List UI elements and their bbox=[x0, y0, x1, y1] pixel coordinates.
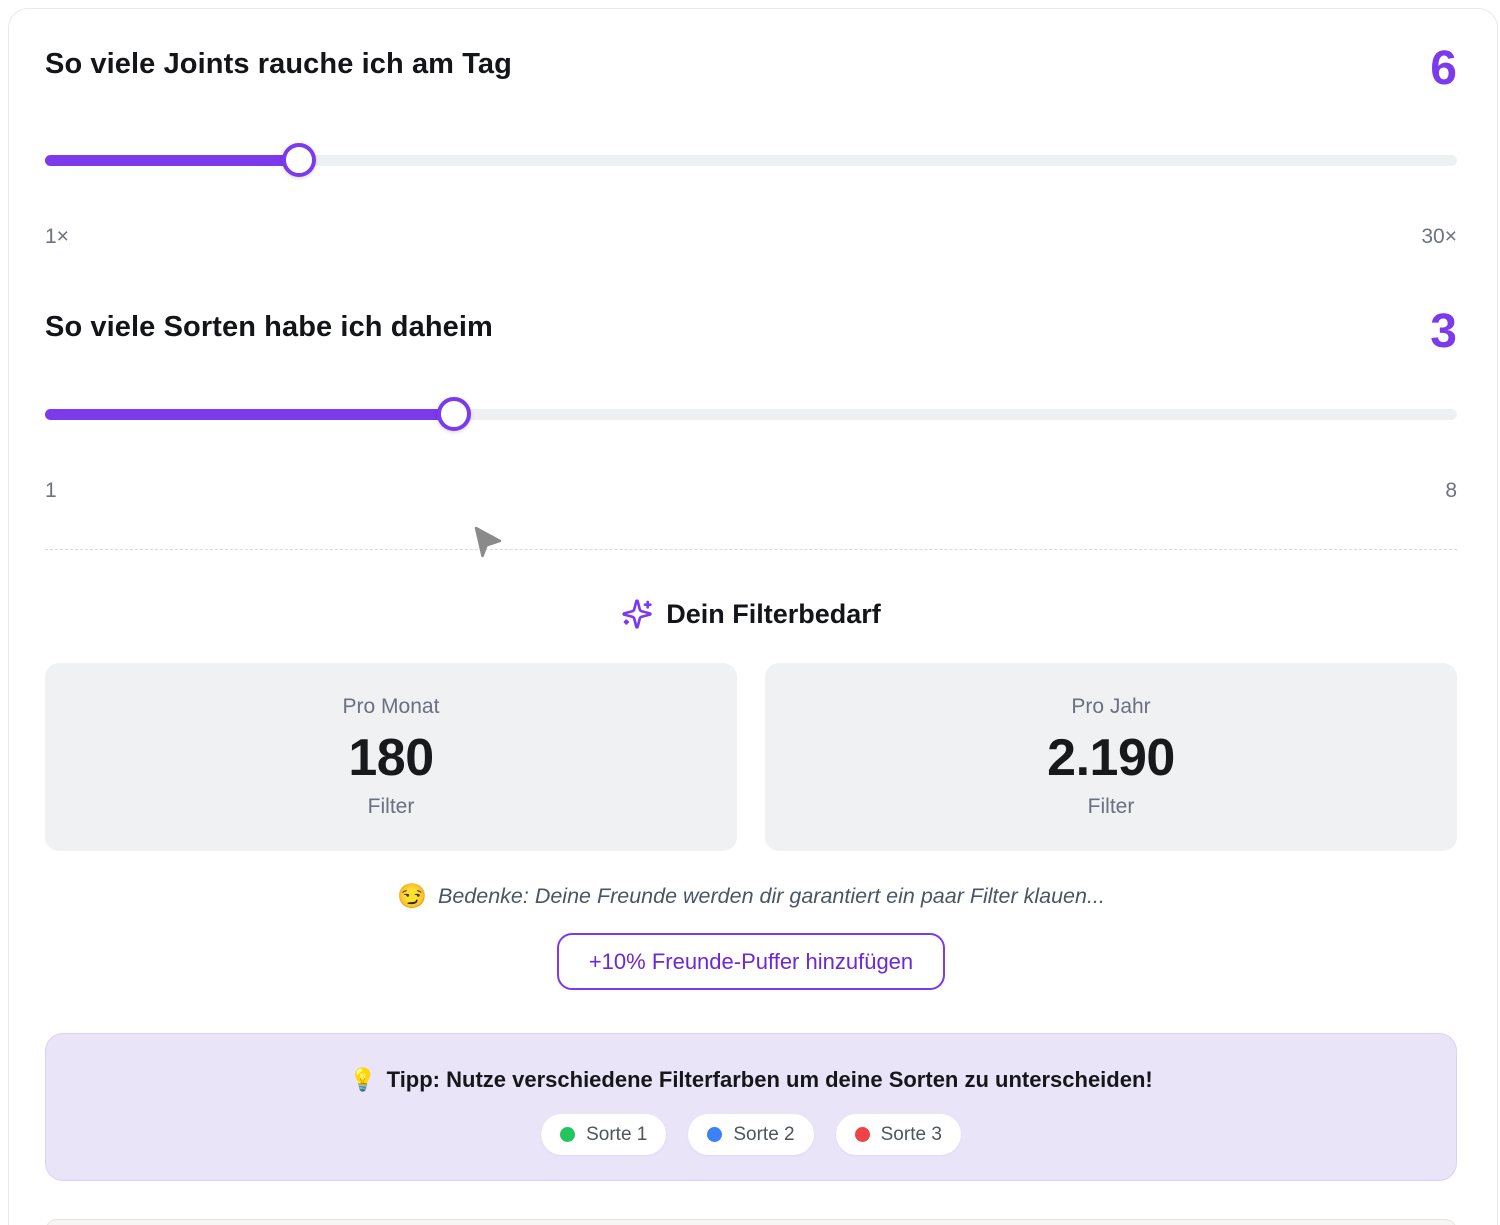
sorten-slider-thumb[interactable] bbox=[437, 397, 472, 431]
friends-note-text: Bedenke: Deine Freunde werden dir garant… bbox=[438, 883, 1105, 908]
sorten-slider-track[interactable] bbox=[45, 408, 1457, 420]
tip-title-text: Tipp: Nutze verschiedene Filterfarben um… bbox=[386, 1067, 1153, 1092]
sort-pill-3: Sorte 3 bbox=[835, 1114, 961, 1155]
joints-max-label: 30× bbox=[1421, 225, 1457, 248]
stat-card-month: Pro Monat 180 Filter bbox=[45, 663, 737, 851]
add-friends-buffer-button[interactable]: +10% Freunde-Puffer hinzufügen bbox=[556, 933, 946, 990]
section-sorten: So viele Sorten habe ich daheim 3 1 8 bbox=[45, 308, 1457, 503]
joints-slider-fill bbox=[45, 154, 300, 166]
sorten-range-labels: 1 8 bbox=[45, 479, 1457, 503]
sort-3-label: Sorte 3 bbox=[880, 1123, 942, 1145]
stat-row: Pro Monat 180 Filter Pro Jahr 2.190 Filt… bbox=[45, 663, 1457, 851]
joints-question-label: So viele Joints rauche ich am Tag bbox=[45, 48, 512, 80]
joints-range-labels: 1× 30× bbox=[45, 225, 1457, 249]
sort-1-label: Sorte 1 bbox=[586, 1123, 648, 1145]
sort-pill-row: Sorte 1 Sorte 2 Sorte 3 bbox=[46, 1114, 1456, 1155]
result-heading-label: Dein Filterbedarf bbox=[666, 598, 881, 629]
stat-card-year: Pro Jahr 2.190 Filter bbox=[765, 663, 1457, 851]
sorten-question-label: So viele Sorten habe ich daheim bbox=[45, 311, 493, 343]
tip-title: 💡 Tipp: Nutze verschiedene Filterfarben … bbox=[46, 1066, 1456, 1094]
sorten-value: 3 bbox=[1430, 305, 1457, 358]
tip-box: 💡 Tipp: Nutze verschiedene Filterfarben … bbox=[45, 1033, 1457, 1181]
stat-month-unit: Filter bbox=[367, 795, 415, 818]
joints-slider[interactable] bbox=[45, 143, 1457, 177]
lightbulb-emoji: 💡 bbox=[349, 1067, 377, 1092]
sorten-slider[interactable] bbox=[45, 397, 1457, 431]
section-divider bbox=[45, 549, 1457, 550]
sorten-header: So viele Sorten habe ich daheim 3 bbox=[45, 308, 1457, 356]
sorten-min-label: 1 bbox=[45, 479, 57, 502]
next-section-edge bbox=[45, 1219, 1457, 1225]
joints-min-label: 1× bbox=[45, 225, 69, 248]
sort-2-label: Sorte 2 bbox=[733, 1123, 795, 1145]
joints-slider-track[interactable] bbox=[45, 154, 1457, 166]
sort-3-color-dot bbox=[854, 1127, 870, 1142]
sort-pill-1: Sorte 1 bbox=[541, 1114, 667, 1155]
button-row: +10% Freunde-Puffer hinzufügen bbox=[45, 933, 1457, 990]
stat-month-label: Pro Monat bbox=[342, 695, 440, 718]
joints-value: 6 bbox=[1430, 42, 1457, 95]
stat-year-unit: Filter bbox=[1087, 795, 1135, 818]
sort-pill-2: Sorte 2 bbox=[688, 1114, 814, 1155]
sparkles-icon bbox=[622, 599, 652, 629]
joints-header: So viele Joints rauche ich am Tag 6 bbox=[45, 45, 1457, 93]
stat-year-value: 2.190 bbox=[1047, 729, 1175, 787]
stat-month-value: 180 bbox=[348, 729, 434, 787]
joints-slider-thumb[interactable] bbox=[282, 143, 317, 177]
result-heading: Dein Filterbedarf bbox=[45, 594, 1457, 634]
smirk-emoji: 😏 bbox=[397, 882, 427, 910]
sort-1-color-dot bbox=[560, 1127, 576, 1142]
sort-2-color-dot bbox=[707, 1127, 723, 1142]
sorten-slider-fill bbox=[45, 408, 455, 420]
calculator-card: So viele Joints rauche ich am Tag 6 1× 3… bbox=[8, 8, 1498, 1225]
stat-year-label: Pro Jahr bbox=[1071, 695, 1151, 718]
friends-note: 😏 Bedenke: Deine Freunde werden dir gara… bbox=[45, 882, 1457, 910]
sorten-max-label: 8 bbox=[1445, 479, 1457, 502]
section-joints: So viele Joints rauche ich am Tag 6 1× 3… bbox=[45, 45, 1457, 249]
